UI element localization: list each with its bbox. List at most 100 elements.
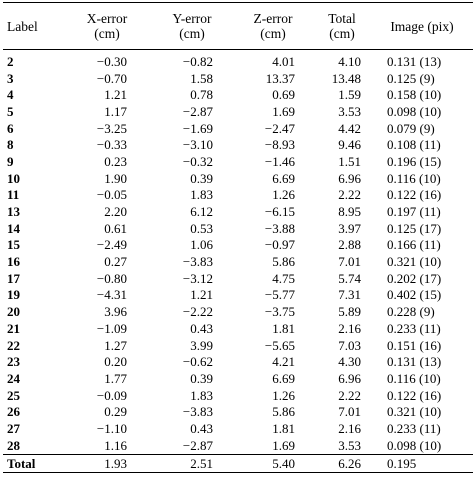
table-row: 2 −0.30 −0.82 4.01 4.10 0.131 (13) [3, 50, 473, 70]
cell-image: 0.197 (11) [387, 204, 441, 220]
cell-total: 2.22 [338, 387, 361, 403]
cell-z-error: 6.69 [272, 170, 295, 186]
cell-image: 0.131 (13) [387, 354, 442, 370]
cell-x-error: −0.30 [96, 53, 127, 69]
cell-total: 3.53 [338, 103, 361, 119]
cell-x-error: 0.27 [104, 254, 127, 270]
cell-z-error: 6.69 [272, 370, 295, 386]
cell-z-error: −3.88 [264, 220, 295, 236]
cell-total: 7.31 [338, 287, 361, 303]
cell-label: 10 [7, 170, 20, 186]
cell-image: 0.233 (11) [387, 420, 441, 436]
cell-x-error: 1.17 [104, 103, 127, 119]
cell-x-error: 1.93 [63, 453, 151, 473]
cell-z-error: −0.97 [264, 237, 295, 253]
cell-z-error: 1.69 [272, 103, 295, 119]
cell-image: 0.228 (9) [387, 304, 435, 320]
cell-total: 5.89 [338, 304, 361, 320]
table-row: 9 0.23 −0.32 −1.46 1.51 0.196 (15) [3, 153, 473, 170]
cell-image: 0.098 (10) [387, 103, 442, 119]
cell-y-error: 3.99 [190, 337, 213, 353]
cell-z-error: 1.69 [272, 437, 295, 453]
cell-x-error: −1.10 [96, 420, 127, 436]
cell-label: 25 [7, 387, 20, 403]
cell-x-error: 1.77 [104, 370, 127, 386]
cell-label: 26 [7, 404, 20, 420]
cell-label: 19 [7, 287, 20, 303]
cell-y-error: 1.83 [190, 387, 213, 403]
table-row: 23 0.20 −0.62 4.21 4.30 0.131 (13) [3, 353, 473, 370]
cell-y-error: −1.69 [182, 120, 213, 136]
cell-image: 0.125 (17) [387, 220, 442, 236]
header-row: Label X-error (cm) Y-error (cm) Z-error … [3, 2, 473, 50]
cell-label: 22 [7, 337, 20, 353]
cell-image: 0.195 [371, 453, 473, 473]
cell-x-error: −0.80 [96, 270, 127, 286]
cell-z-error: −5.65 [264, 337, 295, 353]
error-table: Label X-error (cm) Y-error (cm) Z-error … [3, 2, 473, 473]
table-row: 15 −2.49 1.06 −0.97 2.88 0.166 (11) [3, 237, 473, 254]
cell-total: 7.03 [338, 337, 361, 353]
cell-y-error: −3.10 [182, 137, 213, 153]
cell-image: 0.122 (16) [387, 187, 442, 203]
total-row: Total 1.93 2.51 5.40 6.26 0.195 [3, 453, 473, 473]
cell-total: 3.97 [338, 220, 361, 236]
table-row: 27 −1.10 0.43 1.81 2.16 0.233 (11) [3, 420, 473, 437]
cell-y-error: −2.22 [182, 304, 213, 320]
cell-y-error: 0.43 [190, 420, 213, 436]
cell-total: 2.16 [338, 420, 361, 436]
cell-y-error: 0.43 [190, 320, 213, 336]
cell-total: 4.10 [338, 53, 361, 69]
table-row: 14 0.61 0.53 −3.88 3.97 0.125 (17) [3, 220, 473, 237]
table-row: 11 −0.05 1.83 1.26 2.22 0.122 (16) [3, 187, 473, 204]
cell-image: 0.131 (13) [387, 53, 442, 69]
cell-image: 0.122 (16) [387, 387, 442, 403]
table-row: 22 1.27 3.99 −5.65 7.03 0.151 (16) [3, 337, 473, 354]
cell-z-error: 5.86 [272, 404, 295, 420]
cell-z-error: −3.75 [264, 304, 295, 320]
cell-z-error: 1.81 [272, 420, 295, 436]
header-y-error: Y-error (cm) [151, 2, 233, 50]
cell-total: 13.48 [331, 70, 361, 86]
cell-image: 0.233 (11) [387, 320, 441, 336]
cell-x-error: 1.27 [104, 337, 127, 353]
cell-image: 0.151 (16) [387, 337, 442, 353]
cell-label: 3 [7, 70, 14, 86]
table-row: 5 1.17 −2.87 1.69 3.53 0.098 (10) [3, 103, 473, 120]
cell-label: 11 [7, 187, 20, 203]
cell-y-error: 1.83 [190, 187, 213, 203]
cell-y-error: −2.87 [182, 103, 213, 119]
table-row: 10 1.90 0.39 6.69 6.96 0.116 (10) [3, 170, 473, 187]
header-label: Label [3, 2, 63, 50]
cell-x-error: 0.61 [104, 220, 127, 236]
cell-x-error: 2.20 [104, 204, 127, 220]
cell-image: 0.079 (9) [387, 120, 435, 136]
cell-image: 0.116 (10) [387, 370, 441, 386]
cell-label: 28 [7, 437, 20, 453]
cell-y-error: 6.12 [190, 204, 213, 220]
cell-y-error: −0.32 [182, 153, 213, 169]
cell-label: 16 [7, 254, 20, 270]
header-image: Image (pix) [371, 2, 473, 50]
cell-label: 15 [7, 237, 20, 253]
cell-x-error: −1.09 [96, 320, 127, 336]
table-row: 8 −0.33 −3.10 −8.93 9.46 0.108 (11) [3, 136, 473, 153]
cell-label: 20 [7, 304, 20, 320]
cell-z-error: 13.37 [265, 70, 295, 86]
cell-image: 0.196 (15) [387, 153, 442, 169]
cell-z-error: −5.77 [264, 287, 295, 303]
cell-image: 0.108 (11) [387, 137, 441, 153]
cell-z-error: 1.26 [272, 187, 295, 203]
cell-label: 21 [7, 320, 20, 336]
table-row: 3 −0.70 1.58 13.37 13.48 0.125 (9) [3, 70, 473, 87]
cell-image: 0.202 (17) [387, 270, 442, 286]
cell-image: 0.402 (15) [387, 287, 442, 303]
table-row: 4 1.21 0.78 0.69 1.59 0.158 (10) [3, 86, 473, 103]
cell-x-error: −0.05 [96, 187, 127, 203]
cell-z-error: 1.26 [272, 387, 295, 403]
cell-total: 3.53 [338, 437, 361, 453]
cell-image: 0.125 (9) [387, 70, 435, 86]
cell-z-error: 4.21 [272, 354, 295, 370]
table-row: 17 −0.80 −3.12 4.75 5.74 0.202 (17) [3, 270, 473, 287]
